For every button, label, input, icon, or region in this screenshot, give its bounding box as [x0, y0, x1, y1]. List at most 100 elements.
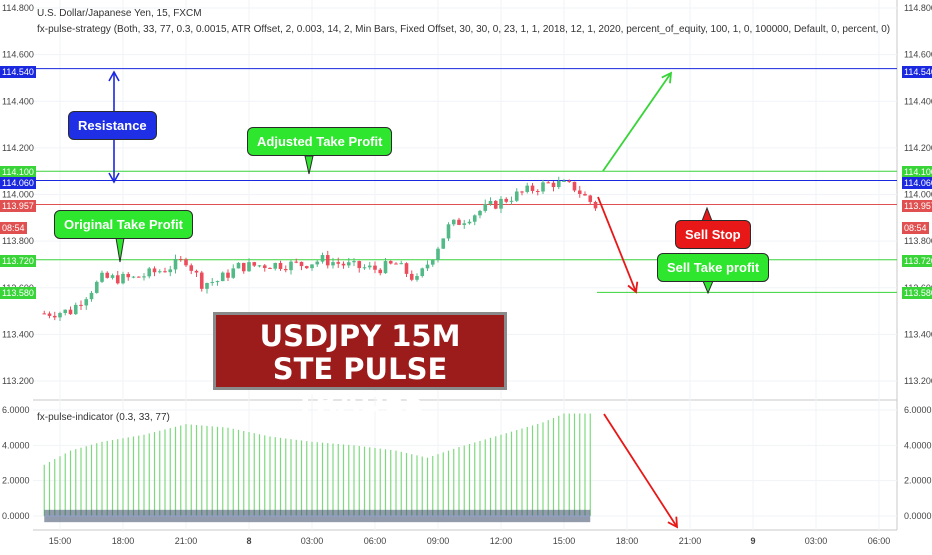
- candle-body: [126, 273, 131, 278]
- candle-body: [173, 258, 178, 270]
- candle-body: [68, 309, 73, 315]
- candle-body: [441, 238, 446, 249]
- current-price-tag-right: 113.957: [902, 200, 932, 212]
- candle-body: [336, 262, 341, 264]
- candle-body: [362, 267, 367, 269]
- candle-body: [409, 273, 414, 280]
- candle-body: [73, 304, 78, 315]
- candle-body: [268, 267, 272, 269]
- strategy-legend[interactable]: fx-pulse-strategy (Both, 33, 77, 0.3, 0.…: [37, 24, 891, 35]
- candle-body: [63, 309, 68, 314]
- candle-body: [47, 313, 52, 316]
- price-tick-label: 114.600: [904, 50, 932, 60]
- time-tick-label: 18:00: [112, 536, 135, 546]
- candle-body: [310, 264, 314, 269]
- symbol-legend[interactable]: U.S. Dollar/Japanese Yen, 15, FXCM: [37, 8, 202, 19]
- candle-body: [430, 259, 435, 265]
- candle-body: [315, 261, 320, 265]
- time-tick-label: 15:00: [553, 536, 576, 546]
- candle-body: [320, 255, 325, 262]
- price-tick-label: 114.800: [904, 3, 932, 13]
- candle-body: [546, 182, 551, 184]
- indicator-legend[interactable]: fx-pulse-indicator (0.3, 33, 77): [37, 412, 170, 423]
- original-tp-callout: Original Take Profit: [54, 210, 193, 239]
- sell-tp-pointer: [702, 280, 714, 295]
- candle-body: [100, 272, 104, 282]
- candle-body: [535, 190, 540, 192]
- candle-body: [451, 219, 456, 225]
- countdown-tag-left: 08:54: [0, 222, 27, 234]
- sell-tp-callout: Sell Take profit: [657, 253, 770, 282]
- candle-body: [105, 272, 110, 278]
- price-tick-label-left: 114.400: [2, 96, 34, 106]
- candle-body: [262, 265, 267, 268]
- indicator-histogram: [43, 413, 591, 523]
- candle-body: [556, 181, 561, 188]
- candle-body: [394, 263, 398, 265]
- indicator-tick-label-left: 2.0000: [2, 476, 30, 486]
- price-tick-label-left: 114.000: [2, 190, 34, 200]
- candle-body: [357, 261, 362, 269]
- candle-body: [199, 272, 204, 289]
- indicator-tick-label: 6.0000: [904, 405, 932, 415]
- price-tick-label-left: 113.800: [2, 236, 34, 246]
- candle-body: [457, 219, 461, 225]
- candle-body: [241, 262, 246, 272]
- candle-body: [142, 276, 146, 278]
- adjusted-tp-tag-right: 114.100: [902, 166, 932, 178]
- candle-body: [520, 191, 524, 193]
- candle-body: [94, 281, 99, 293]
- upside-projection-arrow-head: [661, 71, 673, 84]
- candle-body: [178, 258, 183, 260]
- candle-body: [572, 181, 577, 191]
- time-tick-label: 21:00: [175, 536, 198, 546]
- candle-body: [184, 259, 188, 266]
- candle-body: [121, 273, 125, 284]
- candle-body: [472, 215, 477, 222]
- resistance-tag-left: 114.540: [0, 66, 36, 78]
- candle-body: [52, 315, 57, 318]
- candle-body: [588, 195, 593, 202]
- candlestick-series: [42, 176, 598, 322]
- time-tick-label: 03:00: [301, 536, 324, 546]
- candle-body: [415, 276, 419, 280]
- candle-body: [58, 313, 62, 318]
- candle-body: [110, 275, 115, 278]
- price-tick-label: 114.200: [904, 143, 932, 153]
- price-tick-label: 114.000: [904, 190, 932, 200]
- candle-body: [583, 193, 587, 196]
- time-tick-label: 15:00: [49, 536, 72, 546]
- downside-projection-arrow-head: [627, 281, 639, 294]
- candle-body: [136, 276, 141, 278]
- grid-layer: [33, 0, 898, 531]
- candle-body: [115, 275, 120, 284]
- candle-body: [541, 182, 545, 192]
- upside-projection-arrow: [602, 72, 672, 172]
- level-114060-tag-left: 114.060: [0, 177, 36, 189]
- candle-body: [236, 262, 241, 269]
- time-tick-label: 12:00: [490, 536, 513, 546]
- candle-body: [373, 265, 377, 270]
- candle-body: [215, 281, 220, 283]
- time-tick-label: 8: [246, 536, 251, 546]
- sell-stop-callout: Sell Stop: [675, 220, 751, 249]
- banner-line-2: STE PULSE TRADES: [272, 352, 448, 419]
- candle-body: [593, 201, 598, 209]
- candle-body: [530, 185, 535, 191]
- candle-body: [299, 261, 304, 267]
- candle-body: [341, 263, 346, 266]
- resistance-callout: Resistance: [68, 111, 157, 140]
- candle-body: [157, 271, 162, 273]
- candle-body: [467, 221, 472, 224]
- candle-body: [163, 271, 167, 273]
- candle-body: [462, 223, 467, 225]
- candle-body: [152, 268, 157, 273]
- candle-body: [562, 180, 566, 182]
- candle-body: [273, 262, 278, 269]
- candle-body: [84, 299, 89, 306]
- resistance-arrow-down-head: [108, 172, 120, 184]
- candle-body: [131, 276, 136, 278]
- candle-body: [220, 272, 225, 282]
